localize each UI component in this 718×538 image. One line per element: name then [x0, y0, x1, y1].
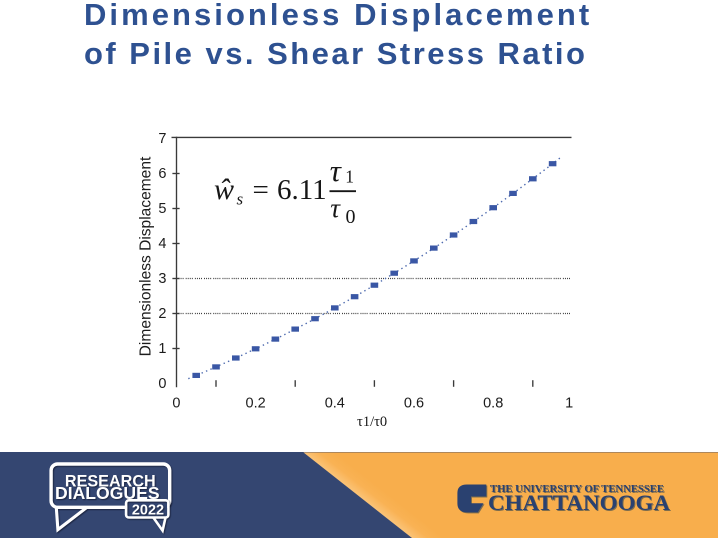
svg-text:4: 4: [158, 236, 166, 252]
svg-text:THE UNIVERSITY OF TENNESSEE: THE UNIVERSITY OF TENNESSEE: [490, 484, 664, 495]
svg-text:7: 7: [158, 131, 166, 147]
svg-text:0.4: 0.4: [325, 396, 345, 412]
svg-text:2: 2: [158, 306, 166, 322]
svg-text:Dimensionless Displacement: Dimensionless Displacement: [138, 156, 155, 356]
svg-text:=: =: [253, 174, 269, 206]
svg-text:s: s: [237, 190, 244, 209]
svg-text:0: 0: [158, 376, 166, 392]
svg-text:CHATTANOOGA: CHATTANOOGA: [488, 490, 671, 515]
svg-text:3: 3: [158, 271, 166, 287]
svg-text:1: 1: [345, 167, 354, 187]
svg-text:τ1/τ0: τ1/τ0: [357, 414, 387, 430]
svg-text:5: 5: [158, 201, 166, 217]
svg-text:6: 6: [158, 166, 166, 182]
svg-text:ŵ: ŵ: [214, 173, 234, 206]
svg-text:2022: 2022: [132, 503, 164, 519]
svg-text:6.11: 6.11: [277, 174, 327, 206]
svg-text:RESEARCH: RESEARCH: [65, 472, 156, 490]
svg-text:0: 0: [346, 206, 356, 228]
svg-text:0.8: 0.8: [483, 396, 503, 412]
svg-text:0.6: 0.6: [404, 396, 424, 412]
svg-text:0: 0: [172, 396, 180, 412]
svg-text:DIALOGUES: DIALOGUES: [55, 483, 160, 503]
svg-text:0.2: 0.2: [246, 396, 266, 412]
svg-text:τ: τ: [330, 153, 343, 188]
svg-text:1: 1: [158, 341, 166, 357]
svg-text:1: 1: [565, 396, 573, 412]
svg-text:τ: τ: [330, 193, 341, 223]
